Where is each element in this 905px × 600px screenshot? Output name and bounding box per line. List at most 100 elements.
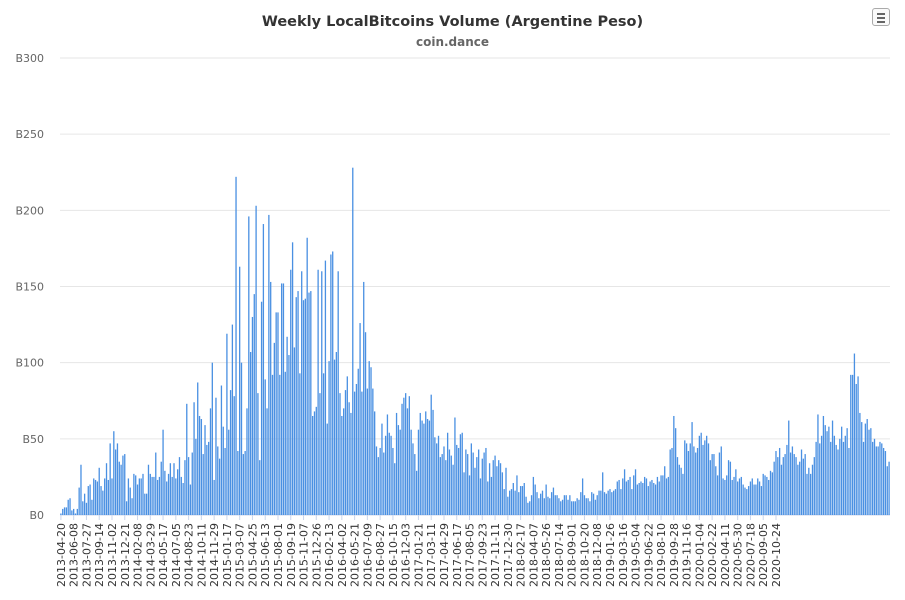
bar[interactable] bbox=[680, 467, 682, 515]
bar[interactable] bbox=[576, 498, 578, 515]
bar[interactable] bbox=[120, 464, 122, 515]
bar[interactable] bbox=[616, 481, 618, 515]
bar[interactable] bbox=[815, 441, 817, 515]
bar[interactable] bbox=[574, 501, 576, 515]
bar[interactable] bbox=[850, 374, 852, 515]
bar[interactable] bbox=[180, 476, 182, 515]
bar[interactable] bbox=[144, 493, 146, 515]
bar[interactable] bbox=[888, 461, 890, 515]
bar[interactable] bbox=[532, 476, 535, 515]
bar[interactable] bbox=[80, 464, 82, 515]
bar[interactable] bbox=[195, 438, 197, 515]
bar[interactable] bbox=[651, 479, 653, 515]
bar[interactable] bbox=[737, 481, 739, 515]
bar[interactable] bbox=[275, 312, 277, 515]
bar[interactable] bbox=[105, 463, 108, 515]
bar[interactable] bbox=[622, 478, 624, 515]
bar[interactable] bbox=[873, 438, 876, 515]
bar[interactable] bbox=[177, 469, 179, 515]
bar[interactable] bbox=[636, 484, 638, 515]
bar[interactable] bbox=[839, 438, 841, 515]
bar[interactable] bbox=[583, 495, 586, 515]
bar[interactable] bbox=[364, 332, 367, 515]
bar[interactable] bbox=[94, 479, 97, 515]
bar[interactable] bbox=[430, 394, 432, 515]
bar[interactable] bbox=[572, 501, 575, 515]
bar[interactable] bbox=[299, 373, 301, 515]
bar[interactable] bbox=[76, 508, 78, 515]
bar[interactable] bbox=[357, 368, 359, 515]
bar[interactable] bbox=[571, 501, 573, 515]
bar[interactable] bbox=[306, 237, 308, 515]
bar[interactable] bbox=[414, 454, 416, 515]
bar[interactable] bbox=[111, 478, 113, 515]
bar[interactable] bbox=[457, 447, 460, 515]
bar[interactable] bbox=[612, 490, 615, 515]
bar[interactable] bbox=[408, 396, 410, 515]
bar[interactable] bbox=[189, 484, 192, 515]
bar[interactable] bbox=[603, 492, 606, 515]
bar[interactable] bbox=[228, 429, 230, 515]
bar[interactable] bbox=[326, 423, 328, 515]
bar[interactable] bbox=[200, 419, 203, 515]
bar[interactable] bbox=[319, 393, 321, 515]
bar[interactable] bbox=[875, 446, 877, 515]
bar[interactable] bbox=[667, 476, 670, 515]
bar[interactable] bbox=[377, 457, 379, 515]
bar[interactable] bbox=[600, 490, 602, 515]
bar[interactable] bbox=[509, 490, 511, 515]
bar[interactable] bbox=[842, 441, 845, 515]
bar[interactable] bbox=[499, 463, 502, 515]
bar[interactable] bbox=[384, 435, 387, 515]
bar[interactable] bbox=[740, 476, 742, 515]
bar[interactable] bbox=[715, 466, 717, 515]
bar[interactable] bbox=[463, 472, 465, 515]
bar[interactable] bbox=[260, 301, 263, 515]
bar[interactable] bbox=[363, 281, 365, 515]
bar[interactable] bbox=[257, 393, 259, 515]
bar[interactable] bbox=[322, 373, 325, 515]
bar[interactable] bbox=[512, 483, 514, 515]
bar[interactable] bbox=[654, 484, 657, 515]
bar[interactable] bbox=[711, 454, 713, 515]
bar[interactable] bbox=[780, 464, 783, 515]
bar[interactable] bbox=[591, 492, 593, 515]
bar[interactable] bbox=[768, 479, 770, 515]
bar[interactable] bbox=[857, 376, 859, 515]
bar[interactable] bbox=[841, 426, 843, 515]
bar[interactable] bbox=[235, 176, 237, 515]
bar[interactable] bbox=[859, 412, 861, 515]
bar[interactable] bbox=[797, 464, 799, 515]
bar[interactable] bbox=[872, 441, 874, 515]
bar[interactable] bbox=[452, 464, 454, 515]
bar[interactable] bbox=[273, 342, 275, 515]
bar[interactable] bbox=[534, 484, 536, 515]
bar[interactable] bbox=[487, 481, 489, 515]
bar[interactable] bbox=[498, 460, 500, 515]
bar[interactable] bbox=[286, 336, 288, 515]
bar[interactable] bbox=[791, 446, 794, 515]
bar[interactable] bbox=[406, 408, 409, 515]
bar[interactable] bbox=[74, 513, 77, 515]
bar[interactable] bbox=[530, 495, 533, 515]
bar[interactable] bbox=[634, 469, 637, 515]
bar[interactable] bbox=[419, 412, 421, 515]
bar[interactable] bbox=[401, 403, 403, 515]
bar[interactable] bbox=[729, 461, 732, 515]
bar[interactable] bbox=[425, 411, 427, 515]
bar[interactable] bbox=[211, 362, 213, 515]
bar[interactable] bbox=[233, 396, 235, 515]
bar[interactable] bbox=[248, 216, 250, 515]
bar[interactable] bbox=[262, 224, 265, 516]
bar[interactable] bbox=[186, 403, 188, 515]
bar[interactable] bbox=[817, 414, 819, 515]
bar[interactable] bbox=[321, 271, 323, 515]
bar[interactable] bbox=[178, 457, 181, 515]
bar[interactable] bbox=[806, 473, 808, 515]
bar[interactable] bbox=[629, 476, 631, 515]
bar[interactable] bbox=[691, 422, 693, 515]
bar[interactable] bbox=[718, 452, 721, 515]
bar[interactable] bbox=[786, 444, 788, 515]
bar[interactable] bbox=[459, 434, 462, 515]
bar[interactable] bbox=[521, 486, 524, 515]
